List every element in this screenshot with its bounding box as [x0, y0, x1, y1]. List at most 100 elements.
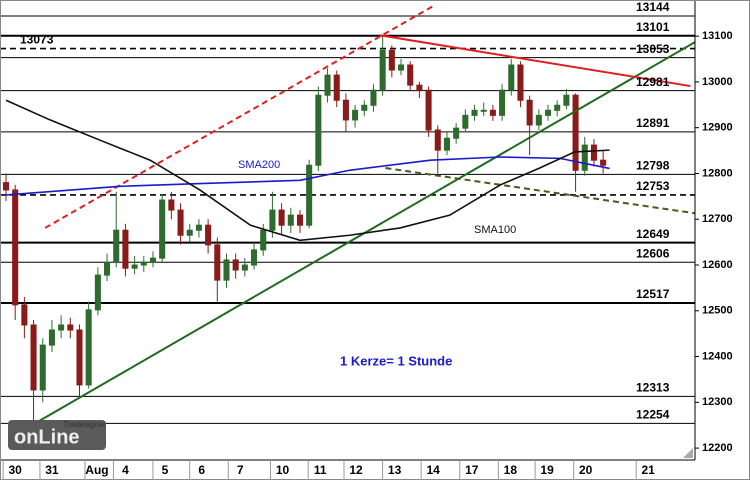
level-label: 13073 [20, 33, 54, 47]
candle-body [379, 49, 386, 91]
sma-line [5, 156, 610, 196]
candle-body [122, 229, 129, 269]
x-tick-label: 20 [579, 463, 593, 477]
level-label: 12981 [636, 75, 670, 89]
candle-body [149, 257, 157, 263]
candle-body [113, 229, 120, 263]
candle-body [12, 189, 19, 306]
trend-line [44, 4, 436, 229]
logo: Tradesignal onLine [8, 420, 106, 450]
candle-body [94, 274, 101, 311]
logo-brand: Tradesignal [63, 420, 105, 429]
level-label: 12517 [636, 287, 670, 301]
sma-label: SMA200 [238, 159, 280, 171]
candle-body [544, 109, 552, 116]
level-label: 12606 [636, 246, 670, 260]
candle-body [140, 261, 147, 266]
y-tick-label: 12600 [702, 259, 733, 271]
candle-body [471, 109, 478, 116]
x-tick-label: 13 [388, 463, 402, 477]
candle-body [489, 109, 496, 116]
level-label: 12649 [636, 227, 670, 241]
corner-mark [683, 448, 693, 458]
candle-body [480, 109, 487, 112]
level-label: 12313 [636, 381, 670, 395]
x-tick-label: 10 [276, 463, 290, 477]
x-tick-label: 17 [465, 463, 479, 477]
candle-body [85, 309, 92, 386]
candle-body [508, 64, 515, 91]
candle-body [195, 224, 202, 231]
candle-body [333, 74, 340, 101]
candle-body [21, 304, 28, 326]
y-tick-label: 12900 [702, 122, 733, 134]
x-tick-label: 21 [641, 463, 655, 477]
level-label: 12798 [636, 159, 670, 173]
level-label: 13053 [636, 42, 670, 56]
candle-body [517, 64, 524, 101]
candle-body [554, 104, 561, 111]
x-tick-label: 4 [122, 463, 129, 477]
x-tick-label: 18 [504, 463, 518, 477]
y-tick-label: 12300 [702, 396, 733, 408]
candle-body [67, 324, 74, 331]
x-tick-label: 19 [540, 463, 554, 477]
y-tick-label: 13000 [702, 76, 733, 88]
candle-body [159, 199, 166, 259]
x-tick-label: 7 [237, 463, 244, 477]
level-label: 13144 [636, 0, 670, 14]
sma-line [5, 99, 610, 242]
candle-body [269, 209, 276, 231]
x-tick-label: 31 [45, 463, 59, 477]
y-tick-label: 12700 [702, 213, 733, 225]
candle-body [581, 144, 588, 171]
candle-body [39, 344, 46, 391]
candle-body [434, 129, 441, 151]
candle-body [287, 214, 294, 226]
candle-body [416, 84, 423, 91]
level-label: 12891 [636, 116, 670, 130]
level-label: 13101 [636, 20, 670, 34]
candle-body [30, 324, 37, 391]
logo-box [8, 420, 106, 450]
candle-body [58, 324, 65, 331]
x-tick-label: 14 [427, 463, 441, 477]
candle-body [388, 49, 395, 71]
candle-body [590, 144, 597, 161]
candle-body [315, 94, 322, 166]
candle-body [462, 114, 469, 129]
candle-body [296, 214, 303, 226]
x-tick-label: 11 [314, 463, 327, 477]
candle-body [251, 249, 258, 266]
candle-body [572, 94, 579, 171]
candle-body [499, 89, 506, 116]
candle-body [186, 229, 193, 236]
y-tick-label: 12400 [702, 350, 733, 362]
candle-body [278, 209, 285, 226]
level-label: 12753 [636, 179, 670, 193]
candle-body [214, 244, 221, 281]
candle-body [535, 114, 542, 126]
level-label: 12254 [636, 408, 670, 422]
candle-body [232, 259, 239, 271]
y-tick-label: 12800 [702, 167, 733, 179]
candle-body [104, 261, 111, 276]
x-tick-label: 6 [198, 463, 205, 477]
candle-body [223, 259, 230, 281]
x-tick-label: 12 [349, 463, 363, 477]
candle-body [324, 74, 331, 96]
logo-name: onLine [14, 426, 80, 448]
y-tick-label: 12500 [702, 305, 733, 317]
candle-body [443, 137, 450, 151]
plot-area [0, 4, 695, 425]
candle-body [600, 159, 607, 166]
candle-body [370, 89, 377, 106]
x-tick-label: Aug [85, 463, 108, 477]
candle-body [342, 99, 349, 121]
candle-body [131, 264, 138, 269]
candle-body [563, 94, 570, 106]
x-tick-label: 5 [162, 463, 169, 477]
x-tick-label: 30 [9, 463, 23, 477]
candle-body [168, 199, 175, 211]
